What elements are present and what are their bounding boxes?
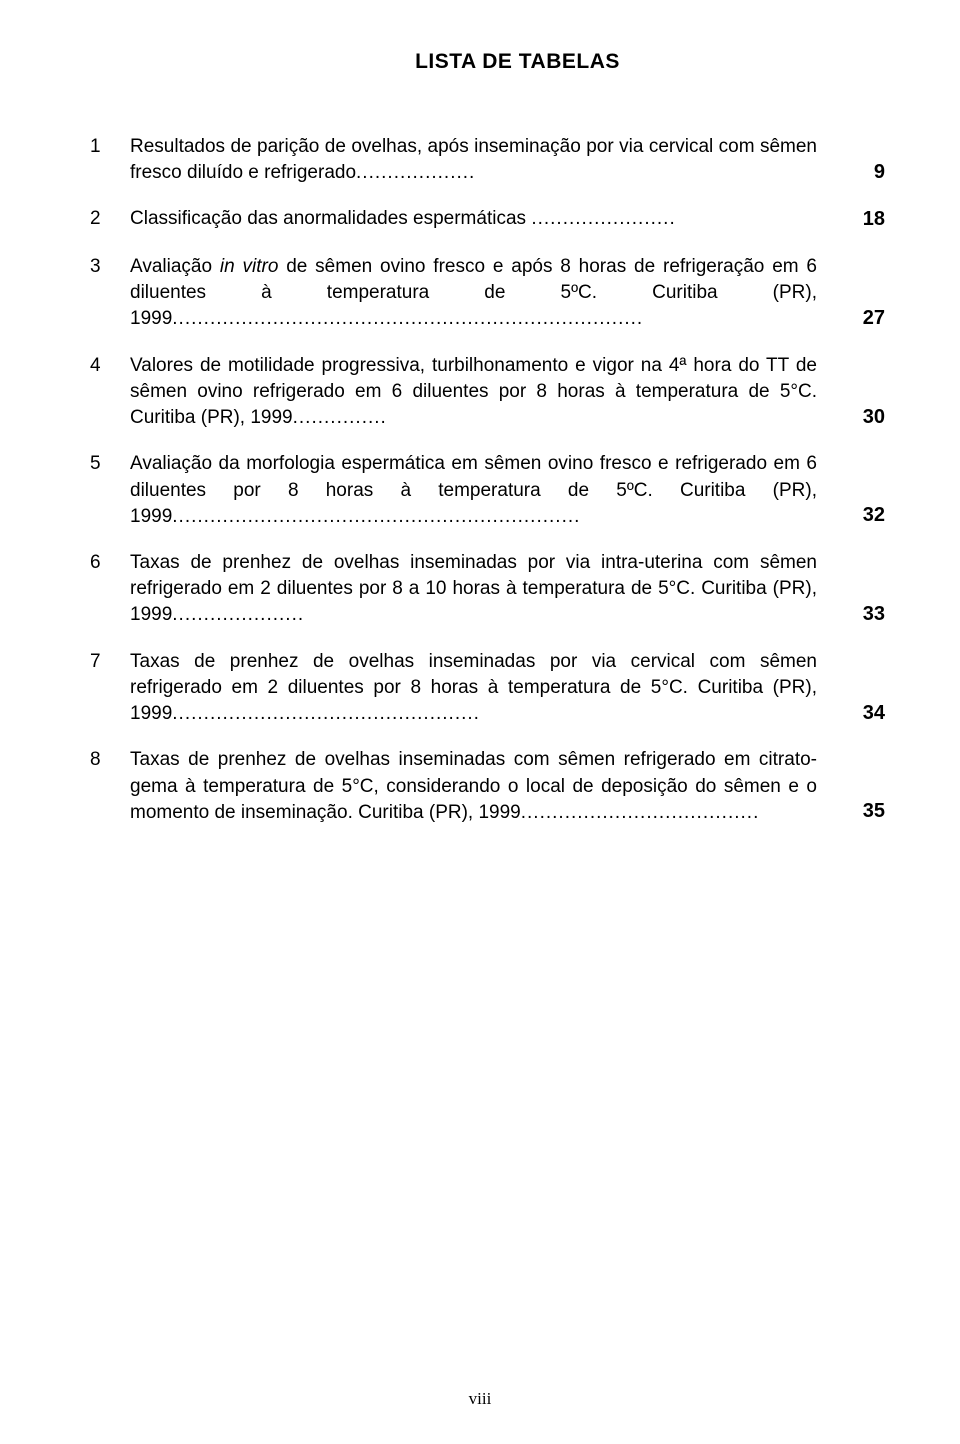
- toc-entry-page: 32: [835, 502, 885, 530]
- toc-entry-dots: ........................................…: [172, 703, 480, 724]
- toc-entry-dots: ........................................…: [172, 308, 643, 329]
- toc-entry: 2Classificação das anormalidades espermá…: [90, 206, 885, 234]
- toc-entry: 1Resultados de parição de ovelhas, após …: [90, 134, 885, 186]
- toc-entry-text: Avaliação da morfologia espermática em s…: [130, 451, 835, 530]
- toc-entry: 7Taxas de prenhez de ovelhas inseminadas…: [90, 649, 885, 728]
- toc-entry-text: Taxas de prenhez de ovelhas inseminadas …: [130, 550, 835, 629]
- toc-entry-number: 8: [90, 747, 130, 773]
- toc-entry-dots: .....................: [172, 604, 304, 625]
- toc-entry-number: 2: [90, 206, 130, 232]
- toc-entry-dots: ...................: [356, 162, 475, 183]
- toc-entry-page: 18: [835, 206, 885, 234]
- toc-entry-page: 30: [835, 404, 885, 432]
- toc-entry: 4Valores de motilidade progressiva, turb…: [90, 353, 885, 432]
- page-title: LISTA DE TABELAS: [90, 50, 885, 74]
- toc-entry: 6Taxas de prenhez de ovelhas inseminadas…: [90, 550, 885, 629]
- toc-entry: 5Avaliação da morfologia espermática em …: [90, 451, 885, 530]
- toc-entry-number: 3: [90, 254, 130, 280]
- toc-entry-page: 35: [835, 798, 885, 826]
- toc-entry-page: 33: [835, 601, 885, 629]
- toc-entry-text: Resultados de parição de ovelhas, após i…: [130, 134, 835, 186]
- toc-entry-page: 9: [835, 159, 885, 187]
- page-footer: viii: [0, 1389, 960, 1409]
- toc-entry-number: 1: [90, 134, 130, 160]
- toc-entry-number: 6: [90, 550, 130, 576]
- toc-entry-text: Taxas de prenhez de ovelhas inseminadas …: [130, 747, 835, 826]
- toc-entry-number: 5: [90, 451, 130, 477]
- toc-entry-dots: ...............: [293, 407, 387, 428]
- toc-entry-page: 34: [835, 700, 885, 728]
- toc-entry-text: Classificação das anormalidades espermát…: [130, 206, 835, 232]
- toc-entry-dots: ......................................: [521, 802, 760, 823]
- toc-entry-text: Avaliação in vitro de sêmen ovino fresco…: [130, 254, 835, 333]
- toc-entry-text: Taxas de prenhez de ovelhas inseminadas …: [130, 649, 835, 728]
- toc-entries: 1Resultados de parição de ovelhas, após …: [90, 134, 885, 826]
- toc-entry: 8Taxas de prenhez de ovelhas inseminadas…: [90, 747, 885, 826]
- toc-entry-number: 4: [90, 353, 130, 379]
- toc-entry-page: 27: [835, 305, 885, 333]
- toc-entry-dots: ........................................…: [172, 506, 580, 527]
- toc-entry-dots: .......................: [531, 208, 675, 229]
- toc-entry: 3Avaliação in vitro de sêmen ovino fresc…: [90, 254, 885, 333]
- toc-entry-number: 7: [90, 649, 130, 675]
- toc-entry-text: Valores de motilidade progressiva, turbi…: [130, 353, 835, 432]
